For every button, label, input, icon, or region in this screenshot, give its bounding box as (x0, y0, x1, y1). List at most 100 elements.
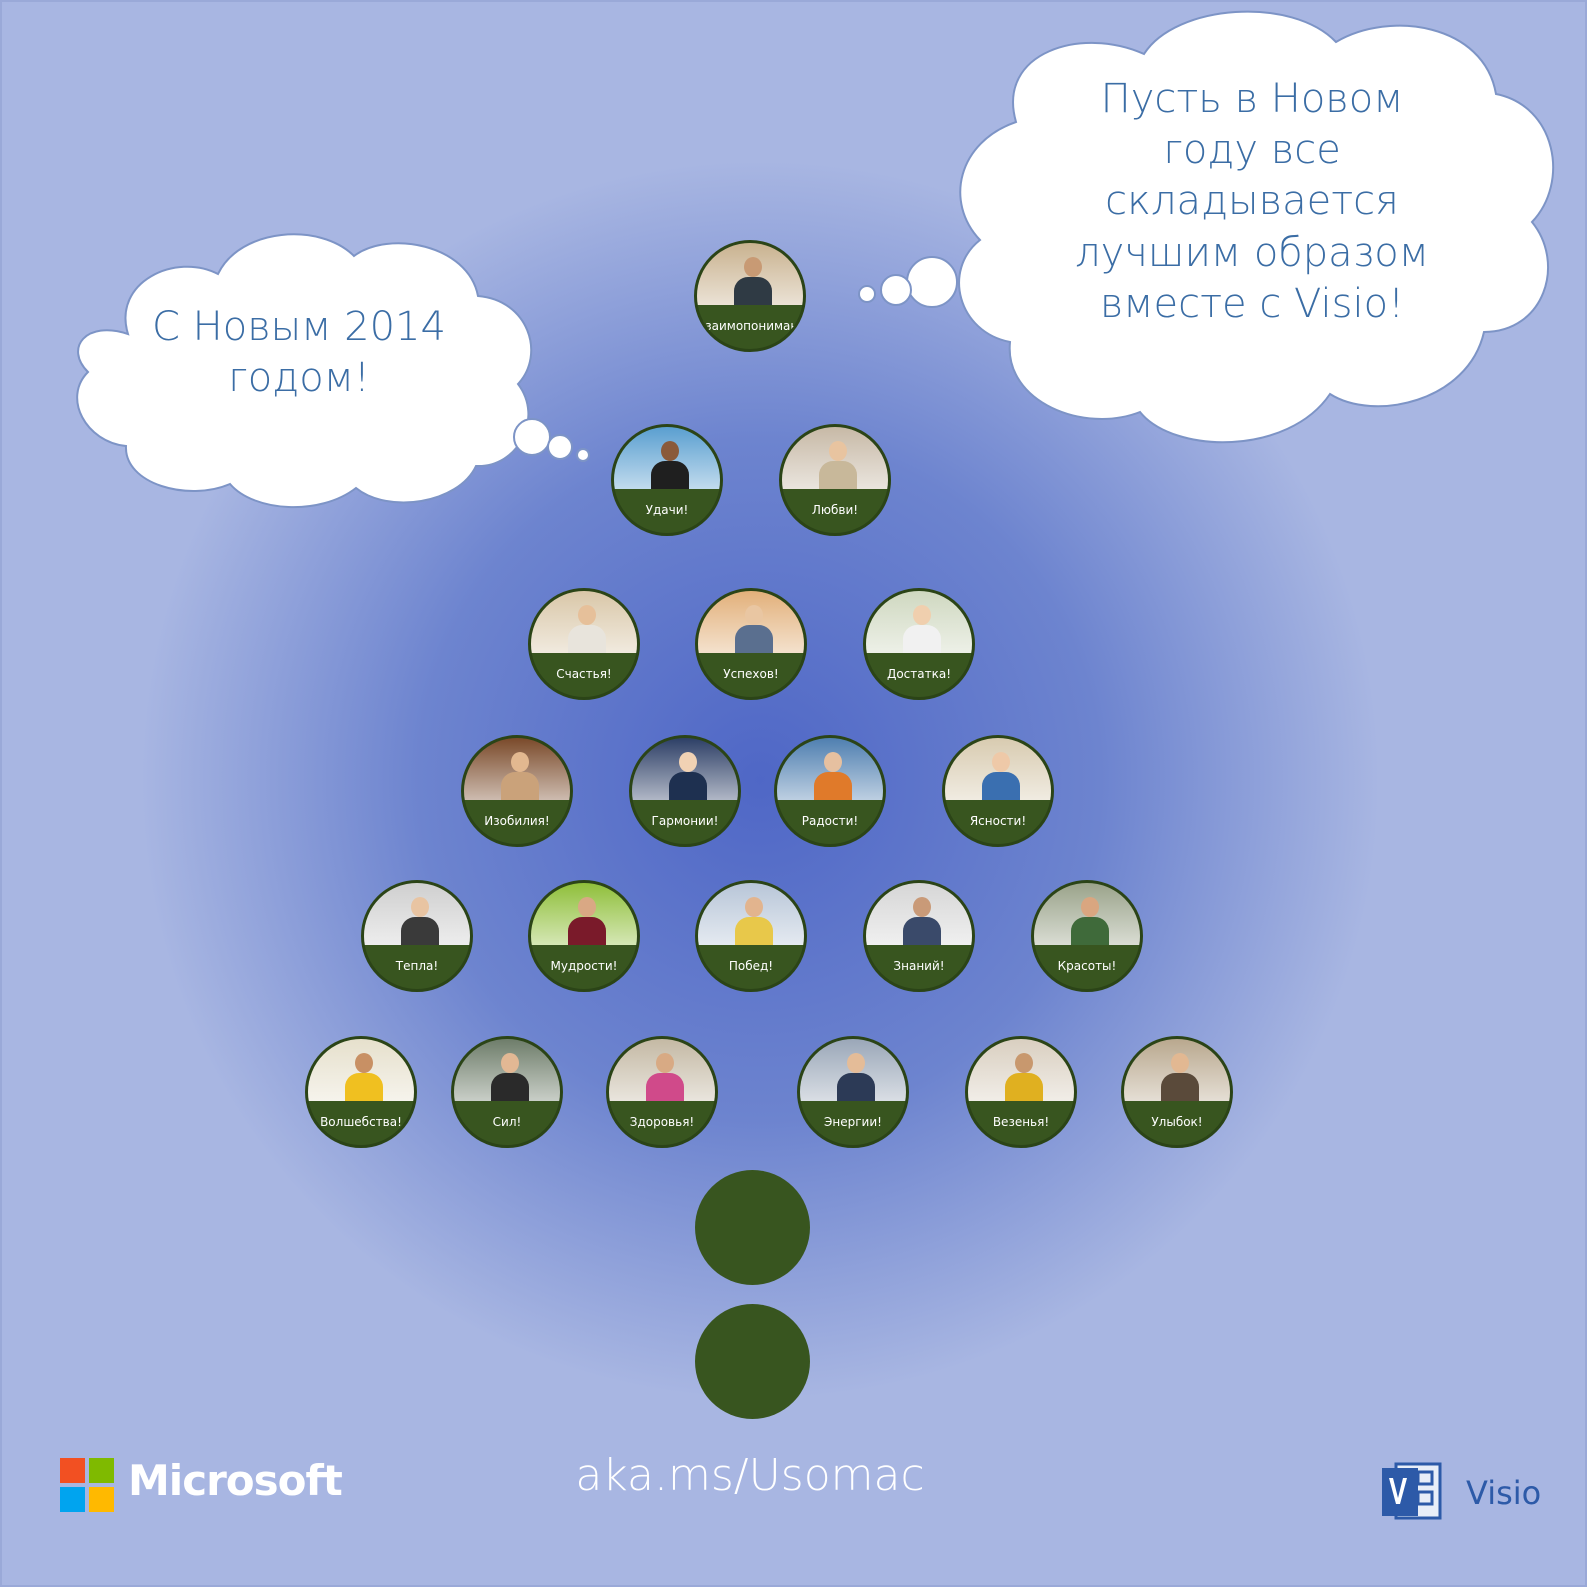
person-figure (669, 772, 707, 800)
ornament-label: Взаимопонимания! (697, 319, 806, 333)
person-head (355, 1053, 373, 1073)
person-head (744, 257, 762, 277)
ornament-знаний: Знаний! (863, 880, 975, 992)
ornament-взаимопонимания: Взаимопонимания! (694, 240, 806, 352)
thought-bubble-left-1 (513, 418, 551, 456)
greeting-right-line-5: вместе с Visio! (1099, 280, 1405, 327)
logo-square-red (60, 1458, 85, 1483)
ornament-счастья: Счастья! (528, 588, 640, 700)
person-head (501, 1053, 519, 1073)
person-figure (345, 1073, 383, 1101)
person-figure (501, 772, 539, 800)
ornament-label: Ясности! (969, 814, 1027, 828)
person-head (578, 605, 596, 625)
ornament-photo (698, 883, 804, 945)
ornament-красоты: Красоты! (1031, 880, 1143, 992)
footer-url[interactable]: aka.ms/Usomac (575, 1450, 925, 1501)
person-head (1015, 1053, 1033, 1073)
ornament-ясности: Ясности! (942, 735, 1054, 847)
ornament-label: Изобилия! (484, 814, 550, 828)
ornament-photo (632, 738, 738, 800)
ornament-энергии: Энергии! (797, 1036, 909, 1148)
thought-bubble-left-3 (576, 448, 590, 462)
ornament-сил: Сил! (451, 1036, 563, 1148)
ornament-радости: Радости! (774, 735, 886, 847)
ornament-photo (945, 738, 1051, 800)
person-figure (568, 917, 606, 945)
person-figure (1005, 1073, 1043, 1101)
person-head (578, 897, 596, 917)
ornament-photo (308, 1039, 414, 1101)
person-figure (734, 277, 772, 305)
ornament-успехов: Успехов! (695, 588, 807, 700)
greeting-right-line-3: складывается (1105, 178, 1399, 225)
ornament-label: Волшебства! (320, 1115, 402, 1129)
person-head (661, 441, 679, 461)
ornament-везенья: Везенья! (965, 1036, 1077, 1148)
visio-wordmark: Visio (1466, 1474, 1542, 1512)
ornament-photo (1124, 1039, 1230, 1101)
thought-bubble-right-1 (906, 256, 958, 308)
person-figure (837, 1073, 875, 1101)
person-figure (491, 1073, 529, 1101)
ornament-label: Энергии! (824, 1115, 882, 1129)
person-head (745, 897, 763, 917)
greeting-right-line-4: лучшим образом (1075, 229, 1429, 276)
ornament-гармонии: Гармонии! (629, 735, 741, 847)
ornament-любви: Любви! (779, 424, 891, 536)
tree-trunk-lower (695, 1304, 810, 1419)
ornament-photo (454, 1039, 560, 1101)
ornament-photo (777, 738, 883, 800)
person-figure (1161, 1073, 1199, 1101)
greeting-right-line-1: Пусть в Новом (1100, 76, 1404, 122)
visio-logo-icon (1382, 1462, 1444, 1522)
ornament-photo (531, 591, 637, 653)
person-head (656, 1053, 674, 1073)
person-head (847, 1053, 865, 1073)
ornament-label: Сил! (492, 1115, 522, 1129)
greeting-right-line-2: году все (1163, 127, 1341, 174)
ornament-label: Любви! (811, 503, 859, 517)
ornament-label: Красоты! (1057, 959, 1117, 973)
ornament-photo (698, 591, 804, 653)
ornament-label: Успехов! (723, 667, 779, 681)
ornament-photo (968, 1039, 1074, 1101)
ornament-улыбок: Улыбок! (1121, 1036, 1233, 1148)
logo-square-blue (60, 1487, 85, 1512)
ornament-photo (1034, 883, 1140, 945)
person-head (511, 752, 529, 772)
person-figure (982, 772, 1020, 800)
logo-square-yellow (89, 1487, 114, 1512)
ornament-label: Побед! (728, 959, 774, 973)
ornament-изобилия: Изобилия! (461, 735, 573, 847)
person-head (1081, 897, 1099, 917)
person-figure (735, 625, 773, 653)
person-figure (903, 917, 941, 945)
person-figure (819, 461, 857, 489)
ornament-photo (866, 883, 972, 945)
person-head (679, 752, 697, 772)
greeting-cloud-left: С Новым 2014 годом! (58, 222, 540, 512)
person-figure (651, 461, 689, 489)
person-head (913, 605, 931, 625)
person-head (913, 897, 931, 917)
ornament-удачи: Удачи! (611, 424, 723, 536)
ornament-photo (609, 1039, 715, 1101)
ornament-побед: Побед! (695, 880, 807, 992)
ornament-label: Улыбок! (1151, 1115, 1203, 1129)
person-head (992, 752, 1010, 772)
ornament-photo (464, 738, 570, 800)
thought-bubble-left-2 (547, 434, 573, 460)
thought-bubble-right-3 (858, 285, 876, 303)
ornament-тепла: Тепла! (361, 880, 473, 992)
ornament-label: Везенья! (992, 1115, 1050, 1129)
thought-bubble-right-2 (880, 274, 912, 306)
person-head (824, 752, 842, 772)
ornament-label: Радости! (801, 814, 859, 828)
person-head (829, 441, 847, 461)
ornament-достатка: Достатка! (863, 588, 975, 700)
microsoft-wordmark: Microsoft (128, 1456, 343, 1505)
greeting-left-line-2: годом! (228, 355, 370, 402)
person-head (411, 897, 429, 917)
person-figure (735, 917, 773, 945)
